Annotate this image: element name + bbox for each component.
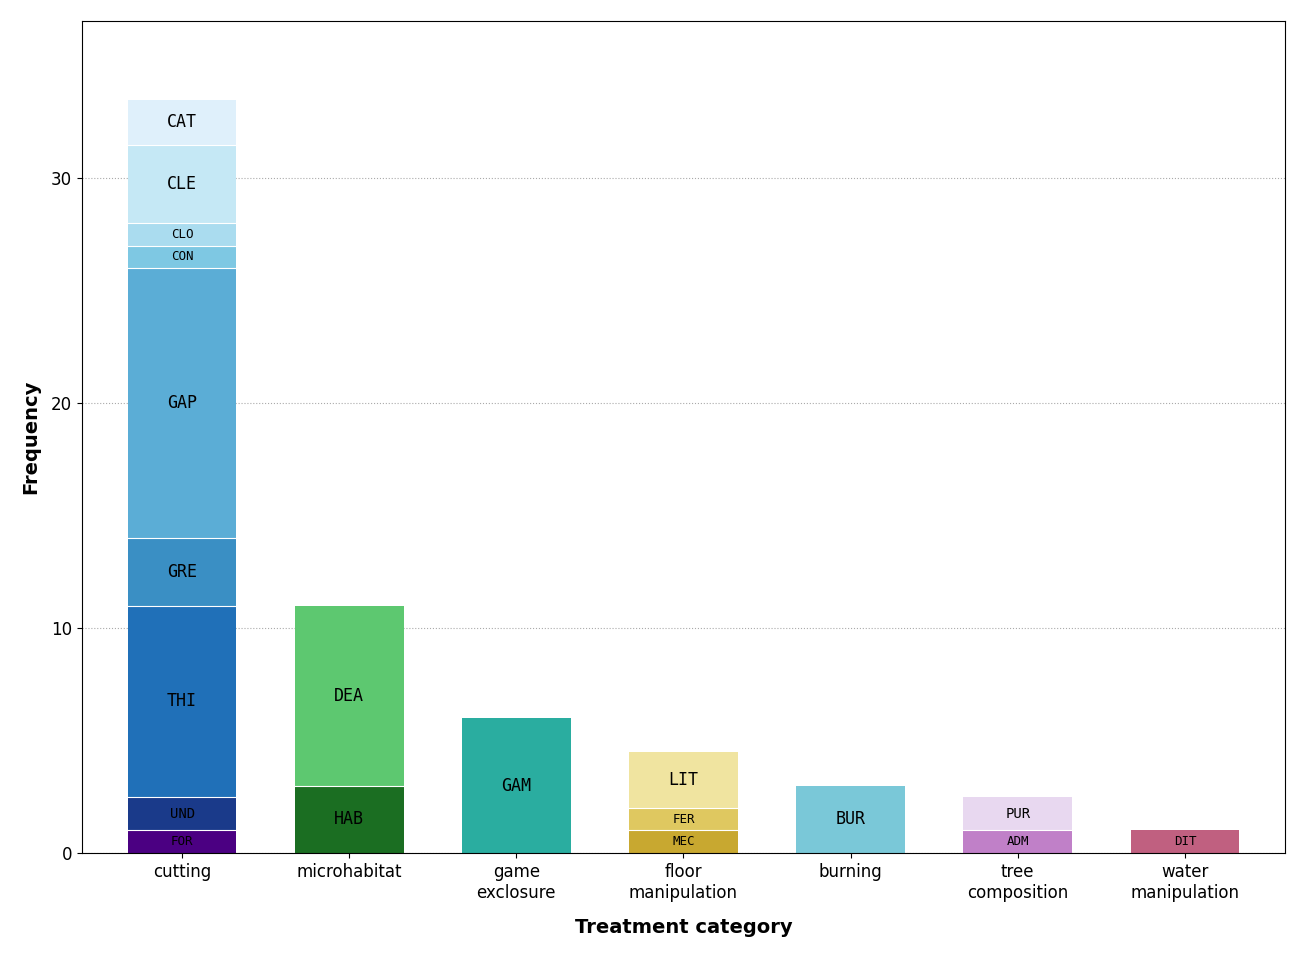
Bar (128, 223, 236, 246)
Bar (128, 100, 236, 145)
Bar (1131, 831, 1239, 853)
Text: GAP: GAP (167, 394, 197, 412)
Bar (128, 538, 236, 605)
Text: CAT: CAT (167, 113, 197, 131)
Bar (128, 797, 236, 831)
Text: THI: THI (167, 693, 197, 710)
Bar (629, 808, 738, 831)
Bar (629, 831, 738, 853)
Text: FOR: FOR (171, 835, 193, 848)
Bar (964, 831, 1072, 853)
Bar (128, 831, 236, 853)
X-axis label: Treatment category: Treatment category (575, 918, 793, 937)
Bar (295, 605, 404, 786)
Text: FER: FER (673, 812, 695, 826)
Text: DIT: DIT (1174, 835, 1196, 848)
Text: BUR: BUR (836, 810, 866, 829)
Bar (462, 718, 571, 853)
Text: CLE: CLE (167, 175, 197, 193)
Text: UND: UND (170, 807, 195, 821)
Bar (629, 752, 738, 808)
Text: PUR: PUR (1006, 807, 1030, 821)
Text: MEC: MEC (673, 835, 695, 848)
Text: HAB: HAB (334, 810, 364, 829)
Bar (128, 246, 236, 268)
Bar (128, 145, 236, 223)
Text: CON: CON (171, 250, 193, 263)
Bar (797, 786, 905, 853)
Bar (128, 605, 236, 797)
Y-axis label: Frequency: Frequency (21, 379, 40, 494)
Bar (964, 797, 1072, 831)
Bar (128, 268, 236, 538)
Text: GAM: GAM (502, 777, 532, 794)
Text: ADM: ADM (1007, 835, 1029, 848)
Text: GRE: GRE (167, 563, 197, 581)
Text: DEA: DEA (334, 687, 364, 704)
Text: LIT: LIT (669, 771, 699, 788)
Bar (295, 786, 404, 853)
Text: CLO: CLO (171, 228, 193, 241)
